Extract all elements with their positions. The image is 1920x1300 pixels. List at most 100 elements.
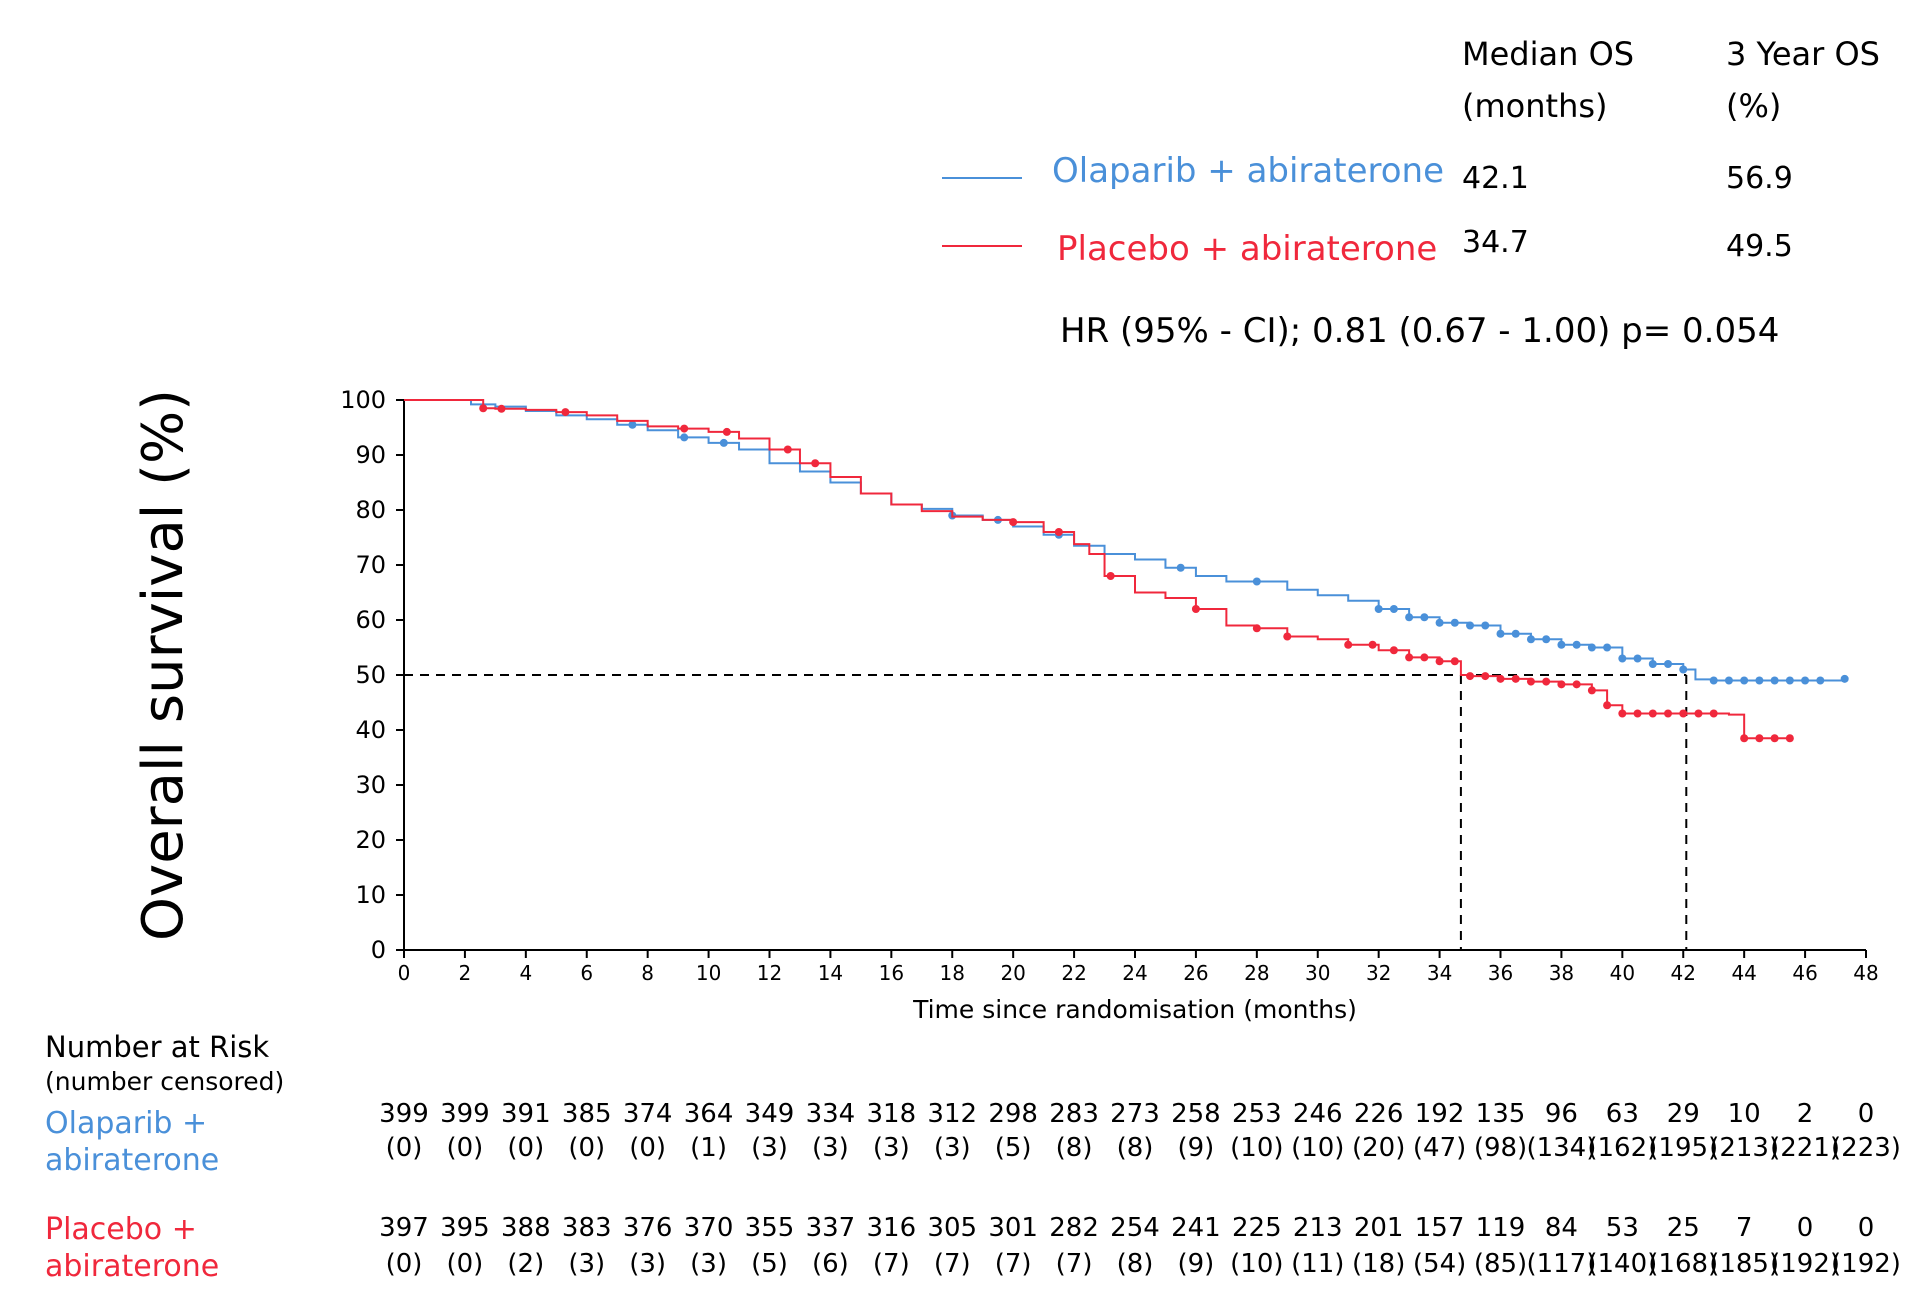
risk-table-values: 399 (0) 399 (0) 391 (0) 385 (0) 374 (0) 364 (1) 349 (… [379, 1099, 1901, 1279]
x-tick-label: 0 [398, 961, 411, 985]
risk-count-placebo: 84 [1545, 1213, 1578, 1243]
censor-mark [1054, 528, 1063, 536]
risk-count-placebo: 395 [440, 1213, 490, 1243]
risk-censored-olaparib: (47) [1413, 1133, 1466, 1163]
risk-count-placebo: 7 [1736, 1213, 1753, 1243]
censor-mark [1557, 680, 1566, 689]
risk-count-olaparib: 399 [440, 1099, 490, 1129]
median-os-olaparib: 42.1 [1462, 161, 1529, 196]
censor-mark [1770, 734, 1779, 743]
censor-mark [1106, 572, 1115, 580]
risk-censored-olaparib: (1) [690, 1133, 727, 1163]
censor-mark [783, 445, 792, 454]
censor-mark [1785, 676, 1794, 685]
km-curve-olaparib [404, 399, 1846, 682]
risk-count-olaparib: 298 [988, 1099, 1038, 1129]
risk-count-placebo: 53 [1606, 1213, 1639, 1243]
risk-censored-placebo: (185) [1709, 1249, 1779, 1279]
x-tick-label: 36 [1488, 961, 1513, 985]
risk-censored-placebo: (10) [1230, 1249, 1283, 1279]
risk-censored-olaparib: (9) [1177, 1133, 1214, 1163]
censor-mark [1526, 635, 1535, 644]
censor-mark [1755, 734, 1764, 743]
risk-censored-placebo: (11) [1291, 1249, 1344, 1279]
km-curve-placebo [404, 399, 1793, 740]
censor-mark [1389, 646, 1398, 655]
x-tick-label: 38 [1549, 961, 1574, 985]
censor-mark [811, 459, 820, 468]
median-os-placebo: 34.7 [1462, 225, 1529, 260]
risk-count-olaparib: 399 [379, 1099, 429, 1129]
censor-mark [1435, 618, 1444, 627]
censor-mark [1450, 618, 1459, 627]
risk-censored-olaparib: (98) [1474, 1133, 1527, 1163]
x-tick-label: 4 [519, 961, 532, 985]
censor-mark [1557, 640, 1566, 649]
censor-mark [1740, 676, 1749, 685]
y-tick-label: 60 [355, 606, 386, 634]
censor-mark [1252, 577, 1261, 586]
risk-count-placebo: 376 [623, 1213, 673, 1243]
censor-mark [1633, 654, 1642, 663]
risk-count-placebo: 157 [1415, 1213, 1465, 1243]
risk-count-placebo: 388 [501, 1213, 551, 1243]
risk-censored-olaparib: (195) [1648, 1133, 1718, 1163]
risk-count-olaparib: 253 [1232, 1099, 1282, 1129]
risk-count-olaparib: 318 [867, 1099, 917, 1129]
x-tick-label: 34 [1427, 961, 1452, 985]
risk-label-olaparib-line2: abiraterone [45, 1143, 219, 1178]
censor-mark [1694, 709, 1703, 718]
censor-mark [1587, 643, 1596, 652]
censor-mark [1648, 709, 1657, 718]
censor-mark [497, 404, 506, 413]
median-os-header-line1: Median OS [1462, 35, 1634, 73]
y-tick-label: 20 [355, 826, 386, 854]
censor-mark [1466, 672, 1475, 681]
x-axis-title: Time since randomisation (months) [912, 995, 1357, 1024]
x-tick-label: 42 [1671, 961, 1696, 985]
censor-mark [1450, 657, 1459, 666]
x-tick-label: 22 [1061, 961, 1086, 985]
risk-count-olaparib: 273 [1110, 1099, 1160, 1129]
censor-mark [1618, 709, 1627, 718]
censor-mark [1801, 676, 1810, 685]
x-tick-label: 44 [1731, 961, 1756, 985]
risk-censored-olaparib: (134) [1526, 1133, 1596, 1163]
y-tick-label: 10 [355, 881, 386, 909]
censor-mark [1368, 640, 1377, 649]
risk-censored-olaparib: (0) [568, 1133, 605, 1163]
censor-mark [1511, 674, 1520, 683]
censor-mark [1176, 563, 1185, 572]
censor-mark [1679, 665, 1688, 674]
risk-count-placebo: 225 [1232, 1213, 1282, 1243]
risk-count-placebo: 370 [684, 1213, 734, 1243]
risk-count-placebo: 282 [1049, 1213, 1099, 1243]
risk-censored-olaparib: (5) [995, 1133, 1032, 1163]
risk-censored-placebo: (5) [751, 1249, 788, 1279]
risk-count-olaparib: 96 [1545, 1099, 1578, 1129]
three-year-os-header-line2: (%) [1726, 87, 1781, 125]
censor-mark [680, 424, 689, 433]
y-tick-label: 40 [355, 716, 386, 744]
censor-mark [1542, 635, 1551, 644]
risk-censored-olaparib: (8) [1056, 1133, 1093, 1163]
censor-mark [628, 420, 637, 429]
censor-mark [1405, 613, 1414, 622]
risk-censored-placebo: (9) [1177, 1249, 1214, 1279]
risk-censored-olaparib: (3) [812, 1133, 849, 1163]
censor-mark [1816, 676, 1825, 685]
censor-mark [1481, 672, 1490, 681]
x-tick-label: 12 [757, 961, 782, 985]
risk-count-placebo: 0 [1858, 1213, 1875, 1243]
risk-count-placebo: 119 [1476, 1213, 1526, 1243]
risk-censored-placebo: (0) [386, 1249, 423, 1279]
risk-count-placebo: 337 [806, 1213, 856, 1243]
risk-count-placebo: 301 [988, 1213, 1038, 1243]
risk-count-olaparib: 2 [1797, 1099, 1814, 1129]
risk-censored-placebo: (168) [1648, 1249, 1718, 1279]
x-tick-label: 28 [1244, 961, 1269, 985]
risk-count-placebo: 383 [562, 1213, 612, 1243]
risk-censored-olaparib: (10) [1291, 1133, 1344, 1163]
censor-mark [1618, 654, 1627, 663]
